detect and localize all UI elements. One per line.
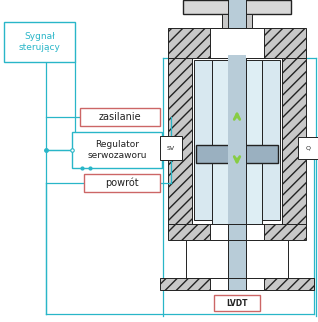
Bar — [160, 278, 314, 290]
Bar — [194, 60, 212, 220]
Bar — [228, 55, 246, 280]
Bar — [212, 60, 262, 175]
Bar — [210, 278, 264, 290]
Bar — [262, 60, 280, 220]
Text: LVDT: LVDT — [226, 298, 248, 308]
Bar — [228, 224, 246, 240]
Text: zasilanie: zasilanie — [99, 112, 141, 122]
Bar — [282, 58, 306, 225]
Bar — [80, 108, 160, 126]
Bar — [183, 0, 291, 14]
Bar — [210, 224, 264, 240]
Bar — [196, 145, 278, 163]
Bar — [210, 28, 264, 58]
Bar — [192, 58, 282, 225]
Text: Q: Q — [306, 146, 310, 150]
Bar — [160, 136, 182, 160]
Bar — [298, 137, 318, 159]
Bar — [4, 22, 75, 62]
Bar — [168, 28, 306, 58]
Bar — [72, 132, 162, 168]
Text: SV: SV — [167, 146, 175, 150]
Bar — [228, 240, 246, 278]
Bar — [214, 295, 260, 311]
Bar — [228, 58, 246, 280]
Text: Sygnał
sterujący: Sygnał sterujący — [18, 32, 60, 52]
Bar — [168, 224, 306, 240]
Bar — [84, 174, 160, 192]
Bar — [168, 58, 192, 225]
Bar — [228, 0, 246, 28]
Bar — [222, 14, 252, 28]
Text: Regulator
serwozaworu: Regulator serwozaworu — [87, 140, 147, 160]
Bar — [212, 162, 262, 270]
Text: powrót: powrót — [105, 178, 139, 188]
Bar — [186, 240, 288, 278]
Bar — [228, 278, 246, 290]
